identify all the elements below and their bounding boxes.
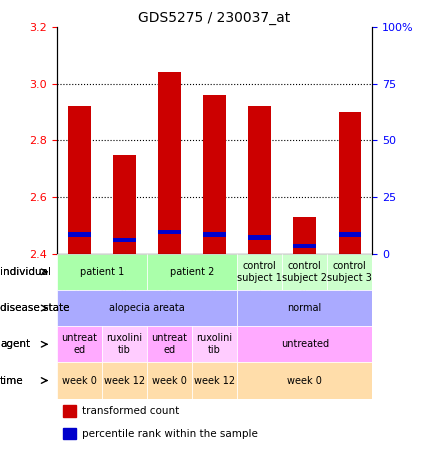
Bar bbox=[158, 72, 181, 254]
Text: time: time bbox=[0, 376, 24, 386]
Text: agent: agent bbox=[0, 339, 30, 349]
FancyBboxPatch shape bbox=[192, 362, 237, 399]
FancyBboxPatch shape bbox=[57, 290, 237, 326]
Title: GDS5275 / 230037_at: GDS5275 / 230037_at bbox=[138, 11, 291, 25]
FancyBboxPatch shape bbox=[147, 362, 192, 399]
FancyBboxPatch shape bbox=[237, 362, 372, 399]
Text: untreated: untreated bbox=[281, 339, 329, 349]
Bar bbox=[68, 232, 91, 237]
FancyBboxPatch shape bbox=[237, 254, 282, 290]
FancyBboxPatch shape bbox=[57, 362, 102, 399]
Bar bbox=[203, 95, 226, 254]
Bar bbox=[339, 112, 361, 254]
FancyBboxPatch shape bbox=[147, 254, 237, 290]
Text: week 0: week 0 bbox=[287, 376, 322, 386]
Text: transformed count: transformed count bbox=[82, 406, 180, 416]
Text: normal: normal bbox=[288, 303, 322, 313]
Bar bbox=[248, 235, 271, 240]
FancyBboxPatch shape bbox=[237, 290, 372, 326]
Bar bbox=[158, 230, 181, 234]
Bar bbox=[113, 238, 136, 242]
Bar bbox=[248, 106, 271, 254]
FancyBboxPatch shape bbox=[102, 362, 147, 399]
FancyBboxPatch shape bbox=[237, 326, 372, 362]
Bar bbox=[293, 244, 316, 248]
FancyBboxPatch shape bbox=[102, 326, 147, 362]
Text: individual: individual bbox=[0, 267, 51, 277]
FancyBboxPatch shape bbox=[57, 326, 102, 362]
Text: week 0: week 0 bbox=[152, 376, 187, 386]
Text: control
subject 2: control subject 2 bbox=[282, 261, 327, 283]
Text: time: time bbox=[0, 376, 24, 386]
FancyBboxPatch shape bbox=[147, 326, 192, 362]
Text: agent: agent bbox=[0, 339, 30, 349]
Text: alopecia areata: alopecia areata bbox=[109, 303, 185, 313]
Text: control
subject 3: control subject 3 bbox=[327, 261, 372, 283]
Bar bbox=[339, 232, 361, 237]
Text: control
subject 1: control subject 1 bbox=[237, 261, 282, 283]
Bar bbox=[63, 428, 76, 439]
FancyBboxPatch shape bbox=[192, 326, 237, 362]
Text: week 12: week 12 bbox=[104, 376, 145, 386]
Text: ruxolini
tib: ruxolini tib bbox=[106, 333, 143, 355]
Text: week 0: week 0 bbox=[62, 376, 97, 386]
Bar bbox=[63, 405, 76, 417]
Bar bbox=[68, 106, 91, 254]
Text: individual: individual bbox=[0, 267, 51, 277]
FancyBboxPatch shape bbox=[282, 254, 327, 290]
Bar bbox=[203, 232, 226, 237]
FancyBboxPatch shape bbox=[57, 254, 147, 290]
Text: patient 1: patient 1 bbox=[80, 267, 124, 277]
Bar bbox=[293, 217, 316, 254]
Text: percentile rank within the sample: percentile rank within the sample bbox=[82, 429, 258, 439]
Text: disease state: disease state bbox=[0, 303, 70, 313]
Text: ruxolini
tib: ruxolini tib bbox=[197, 333, 233, 355]
Bar bbox=[113, 154, 136, 254]
Text: untreat
ed: untreat ed bbox=[152, 333, 187, 355]
Text: patient 2: patient 2 bbox=[170, 267, 214, 277]
FancyBboxPatch shape bbox=[327, 254, 372, 290]
Text: week 12: week 12 bbox=[194, 376, 235, 386]
Text: untreat
ed: untreat ed bbox=[61, 333, 98, 355]
Text: disease state: disease state bbox=[0, 303, 70, 313]
